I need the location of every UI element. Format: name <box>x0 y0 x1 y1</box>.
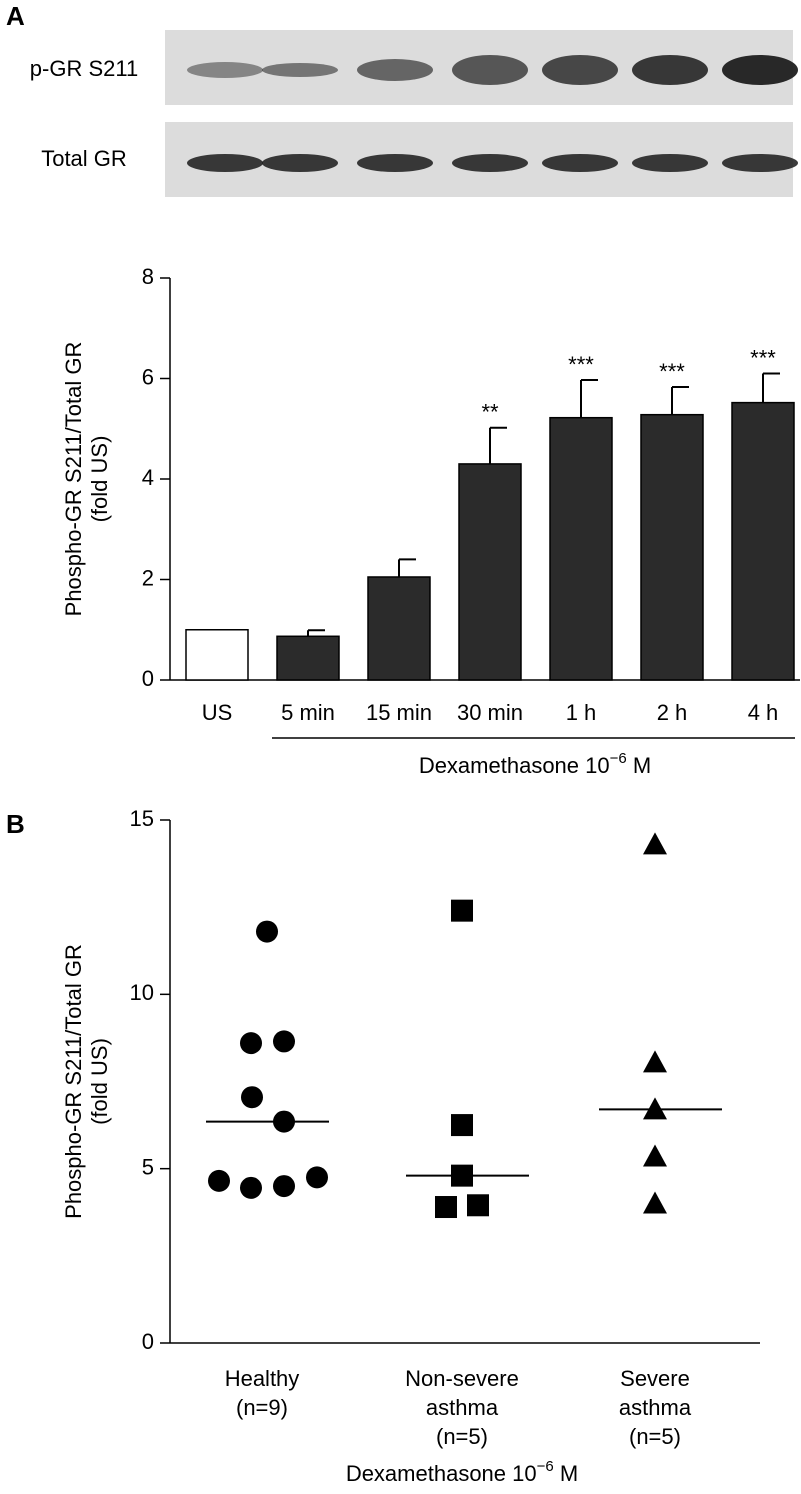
band <box>187 62 263 78</box>
bar <box>640 413 704 681</box>
panel-label: A <box>6 1 25 31</box>
x-axis-label-part: −6 <box>610 750 627 767</box>
x-axis-label-part: M <box>627 753 651 778</box>
point <box>306 1166 328 1189</box>
x-tick-label: Severe <box>620 1366 690 1391</box>
x-tick-label: (n=5) <box>629 1424 681 1449</box>
y-tick-label: 0 <box>142 666 154 691</box>
significance: *** <box>568 352 594 377</box>
point <box>273 1175 295 1198</box>
bar <box>549 416 613 681</box>
x-tick-label: (n=5) <box>436 1424 488 1449</box>
x-tick-label: 4 h <box>748 700 779 725</box>
bar <box>458 463 522 681</box>
y-axis-label: Phospho-GR S211/Total GR <box>61 342 86 617</box>
x-tick-label: 5 min <box>281 700 335 725</box>
point <box>451 899 473 922</box>
bar <box>367 576 431 681</box>
point <box>273 1030 295 1053</box>
y-tick-label: 6 <box>142 364 154 389</box>
point <box>643 832 667 855</box>
bar <box>185 629 249 681</box>
y-tick-label: 15 <box>130 806 154 831</box>
point <box>240 1032 262 1055</box>
band <box>452 55 528 85</box>
x-tick-label: 2 h <box>657 700 688 725</box>
x-tick-label: 30 min <box>457 700 523 725</box>
y-axis-label: Phospho-GR S211/Total GR <box>61 944 86 1219</box>
y-tick-label: 10 <box>130 980 154 1005</box>
y-tick-label: 4 <box>142 465 154 490</box>
point <box>643 1144 667 1167</box>
x-axis-label-part: −6 <box>537 1458 554 1475</box>
x-tick-label: 1 h <box>566 700 597 725</box>
bar <box>731 401 795 681</box>
blot-label: p-GR S211 <box>30 56 138 81</box>
x-axis-label-part: M <box>554 1461 578 1486</box>
x-tick-label: Healthy <box>225 1366 300 1391</box>
x-axis-label-part: Dexamethasone 10 <box>346 1461 537 1486</box>
band <box>357 154 433 172</box>
x-axis-label-part: Dexamethasone 10 <box>419 753 610 778</box>
y-axis-label: (fold US) <box>87 1038 112 1125</box>
y-tick-label: 2 <box>142 565 154 590</box>
y-tick-label: 8 <box>142 264 154 289</box>
point <box>435 1196 457 1219</box>
bar <box>276 635 340 681</box>
band <box>632 154 708 172</box>
band <box>722 55 798 85</box>
point <box>240 1176 262 1199</box>
blot-bands <box>187 55 798 172</box>
x-tick-label: asthma <box>619 1395 692 1420</box>
x-tick-label: asthma <box>426 1395 499 1420</box>
point <box>451 1114 473 1137</box>
blot-label: Total GR <box>41 146 127 171</box>
x-tick-label: US <box>202 700 233 725</box>
point <box>643 1050 667 1073</box>
panel-label: B <box>6 809 25 839</box>
band <box>357 59 433 81</box>
x-axis-label: Dexamethasone 10−6 M <box>346 1458 578 1486</box>
significance: *** <box>750 345 776 370</box>
band <box>722 154 798 172</box>
band <box>452 154 528 172</box>
x-axis-label: Dexamethasone 10−6 M <box>419 750 651 778</box>
significance: *** <box>659 359 685 384</box>
point <box>467 1194 489 1217</box>
point <box>208 1169 230 1192</box>
band <box>632 55 708 85</box>
x-tick-label: (n=9) <box>236 1395 288 1420</box>
band <box>542 154 618 172</box>
y-axis-label: (fold US) <box>87 436 112 523</box>
y-tick-label: 0 <box>142 1329 154 1354</box>
band <box>542 55 618 85</box>
point <box>241 1086 263 1109</box>
x-tick-label: 15 min <box>366 700 432 725</box>
x-tick-label: Non-severe <box>405 1366 519 1391</box>
point <box>256 920 278 943</box>
y-tick-label: 5 <box>142 1154 154 1179</box>
band <box>262 154 338 172</box>
point <box>643 1191 667 1214</box>
band <box>187 154 263 172</box>
significance: ** <box>481 400 499 425</box>
band <box>262 63 338 77</box>
